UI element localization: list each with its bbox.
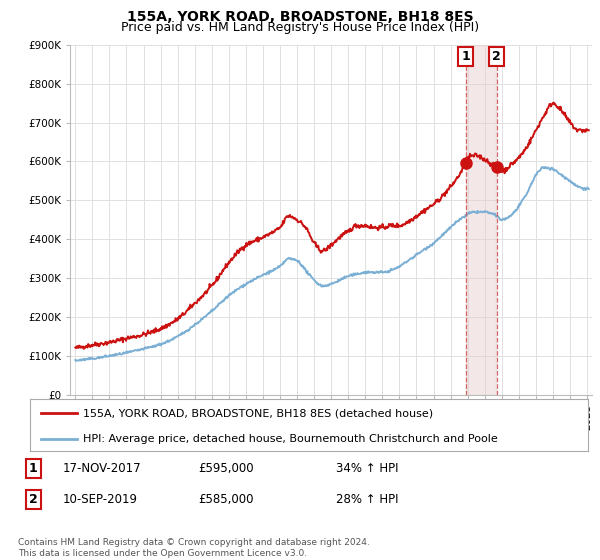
Text: 28% ↑ HPI: 28% ↑ HPI	[336, 493, 398, 506]
Text: Price paid vs. HM Land Registry's House Price Index (HPI): Price paid vs. HM Land Registry's House …	[121, 21, 479, 34]
Text: £595,000: £595,000	[198, 462, 254, 475]
Text: £585,000: £585,000	[198, 493, 254, 506]
Text: 10-SEP-2019: 10-SEP-2019	[63, 493, 138, 506]
Text: 155A, YORK ROAD, BROADSTONE, BH18 8ES: 155A, YORK ROAD, BROADSTONE, BH18 8ES	[127, 10, 473, 24]
Text: 1: 1	[29, 462, 37, 475]
Text: HPI: Average price, detached house, Bournemouth Christchurch and Poole: HPI: Average price, detached house, Bour…	[83, 435, 498, 444]
Bar	[466, 45, 496, 395]
Text: 17-NOV-2017: 17-NOV-2017	[63, 462, 142, 475]
Text: 2: 2	[492, 50, 501, 63]
Text: 2: 2	[29, 493, 37, 506]
Text: 155A, YORK ROAD, BROADSTONE, BH18 8ES (detached house): 155A, YORK ROAD, BROADSTONE, BH18 8ES (d…	[83, 408, 433, 418]
Text: 34% ↑ HPI: 34% ↑ HPI	[336, 462, 398, 475]
Text: Contains HM Land Registry data © Crown copyright and database right 2024.
This d: Contains HM Land Registry data © Crown c…	[18, 538, 370, 558]
Text: 1: 1	[461, 50, 470, 63]
